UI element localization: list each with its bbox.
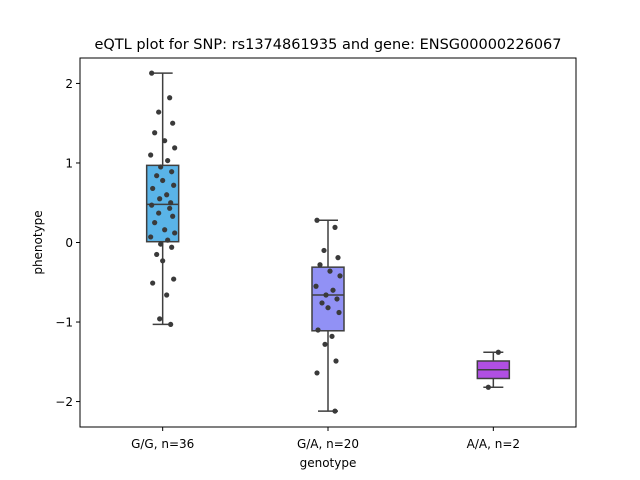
data-point — [158, 164, 164, 170]
data-point — [171, 182, 177, 188]
x-tick-label: A/A, n=2 — [467, 437, 520, 451]
data-point — [160, 177, 166, 184]
data-point — [167, 205, 173, 211]
data-point — [332, 224, 338, 230]
data-point — [314, 217, 320, 223]
data-point — [162, 138, 168, 144]
data-point — [335, 255, 341, 261]
box-group — [145, 70, 180, 328]
data-point — [148, 152, 154, 158]
data-point — [152, 220, 158, 226]
x-tick-label: G/A, n=20 — [297, 437, 359, 451]
data-point — [164, 192, 170, 198]
data-point — [327, 268, 333, 274]
x-tick-label: G/G, n=36 — [131, 437, 194, 451]
data-point — [149, 70, 155, 76]
data-point — [321, 247, 327, 254]
data-point — [329, 333, 335, 339]
box-group — [476, 349, 511, 390]
data-point — [334, 296, 340, 302]
data-point — [156, 109, 162, 115]
data-point — [162, 227, 168, 233]
data-point — [165, 237, 171, 243]
data-point — [169, 244, 175, 250]
data-point — [172, 230, 178, 236]
data-point — [158, 241, 164, 247]
data-point — [154, 251, 160, 258]
data-point — [154, 173, 160, 179]
data-point — [170, 120, 176, 126]
data-point — [149, 202, 155, 208]
data-point — [150, 185, 156, 192]
data-point — [160, 258, 166, 264]
data-point — [323, 292, 329, 298]
data-point — [317, 262, 323, 268]
data-point — [150, 280, 156, 286]
data-point — [172, 145, 178, 151]
data-point — [157, 196, 163, 202]
data-point — [336, 309, 342, 316]
data-point — [314, 370, 320, 376]
x-axis: G/G, n=36 G/A, n=20 A/A, n=2 — [131, 427, 520, 451]
data-point — [325, 305, 331, 311]
data-point — [337, 273, 343, 279]
data-point — [167, 95, 173, 101]
y-tick-label: 1 — [65, 156, 73, 170]
data-point — [319, 300, 325, 306]
y-tick-label: 2 — [65, 77, 73, 91]
data-point — [330, 287, 336, 293]
y-axis-label: phenotype — [31, 210, 45, 274]
data-point — [169, 169, 175, 175]
data-point — [157, 316, 163, 322]
data-point — [315, 327, 321, 333]
data-point — [152, 130, 158, 136]
y-tick-label: −2 — [55, 395, 73, 409]
y-tick-label: −1 — [55, 316, 73, 330]
plot-area — [145, 70, 511, 414]
data-point — [332, 408, 338, 414]
data-point — [164, 292, 170, 298]
data-point — [168, 200, 174, 206]
data-point — [156, 210, 162, 216]
data-point — [495, 349, 501, 355]
chart-title: eQTL plot for SNP: rs1374861935 and gene… — [94, 37, 561, 53]
data-point — [485, 384, 491, 390]
data-point — [148, 234, 154, 240]
box-group — [311, 217, 345, 414]
data-point — [313, 283, 319, 289]
data-point — [322, 341, 328, 347]
data-point — [170, 213, 176, 219]
data-point — [165, 157, 171, 164]
y-tick-label: 0 — [65, 236, 73, 250]
x-axis-label: genotype — [300, 456, 357, 470]
data-point — [168, 321, 174, 328]
data-point — [333, 358, 339, 364]
y-axis: −2 −1 0 1 2 — [55, 77, 80, 409]
data-point — [171, 276, 177, 282]
